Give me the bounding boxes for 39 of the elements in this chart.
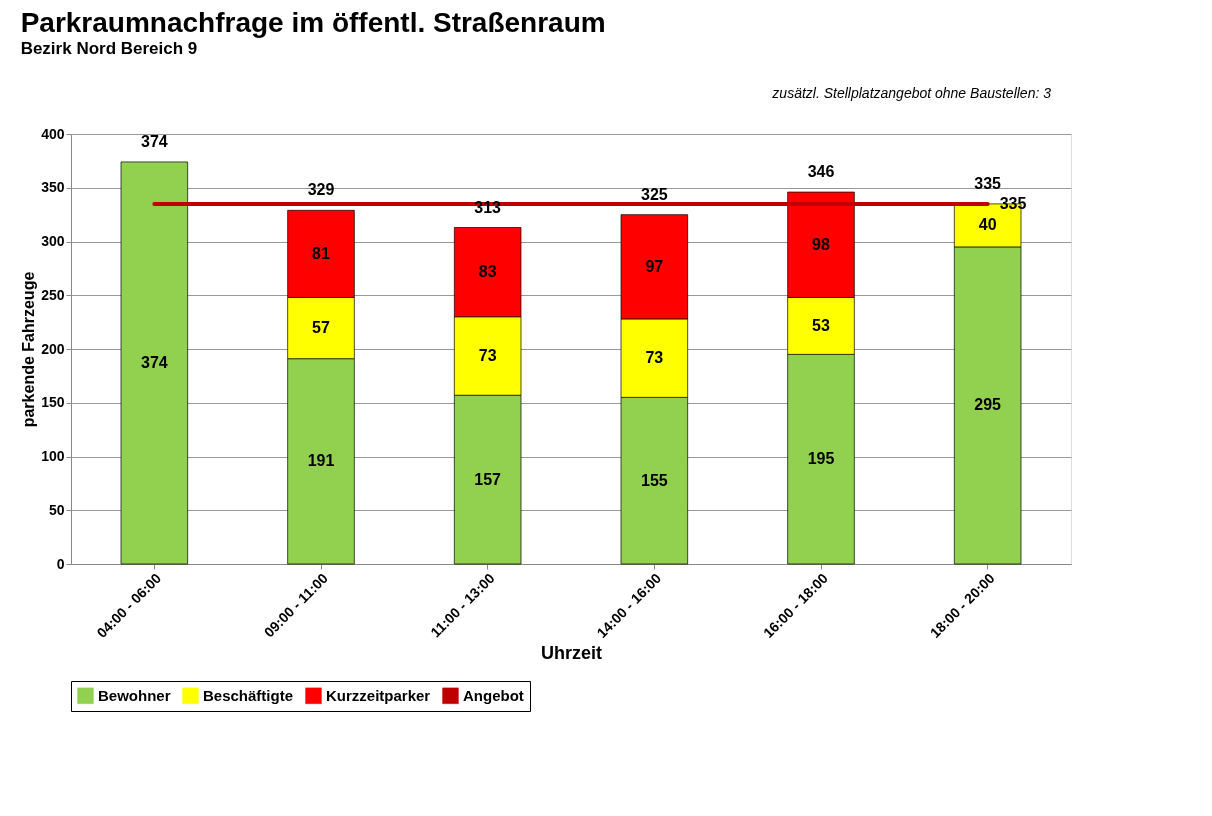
data-label: 295 xyxy=(974,396,1002,414)
data-label: 191 xyxy=(307,452,335,470)
legend-label: Angebot xyxy=(463,686,524,704)
y-tick-label: 150 xyxy=(41,394,65,411)
legend-label: Kurzzeitparker xyxy=(326,686,431,704)
y-tick-label: 350 xyxy=(41,179,65,196)
data-label: 83 xyxy=(478,263,497,281)
data-label: 157 xyxy=(474,470,502,488)
data-label: 57 xyxy=(312,319,330,337)
y-tick-label: 400 xyxy=(41,125,65,142)
data-label: 81 xyxy=(312,244,330,262)
data-label: 97 xyxy=(645,257,664,275)
legend-label: Bewohner xyxy=(98,686,171,704)
total-label: 374 xyxy=(140,132,168,150)
y-tick-label: 300 xyxy=(41,233,65,249)
text: zusätzl. Stellplatzangebot ohne Baustellen: 3 xyxy=(771,85,1052,101)
data-label: 98 xyxy=(812,235,830,253)
total-label: 329 xyxy=(307,181,335,199)
y-tick-label: 200 xyxy=(41,340,65,357)
total-label: 346 xyxy=(807,163,835,181)
y-tick-label: 50 xyxy=(48,501,65,518)
legend-label: Beschäftigte xyxy=(203,686,294,704)
data-label: 374 xyxy=(140,353,168,371)
data-label: 155 xyxy=(640,471,668,489)
data-label: 40 xyxy=(978,216,997,234)
y-tick-label: 0 xyxy=(56,555,65,572)
data-label: 73 xyxy=(478,346,497,364)
data-label: 73 xyxy=(645,349,664,367)
y-tick-label: 100 xyxy=(41,448,65,464)
data-label: 195 xyxy=(807,450,835,468)
chart-title: Parkraumnachfrage im öffentl. Straßenraum xyxy=(20,7,606,38)
data-label: 335 xyxy=(974,174,1002,192)
chart-subtitle: Bezirk Nord Bereich 9 xyxy=(20,39,198,58)
y-axis-title: parkende Fahrzeuge xyxy=(20,271,38,428)
total-label: 325 xyxy=(640,185,668,203)
x-axis-title: Uhrzeit xyxy=(540,642,603,663)
data-label: 53 xyxy=(812,316,830,334)
y-tick-label: 250 xyxy=(41,286,65,303)
bar xyxy=(120,161,189,565)
